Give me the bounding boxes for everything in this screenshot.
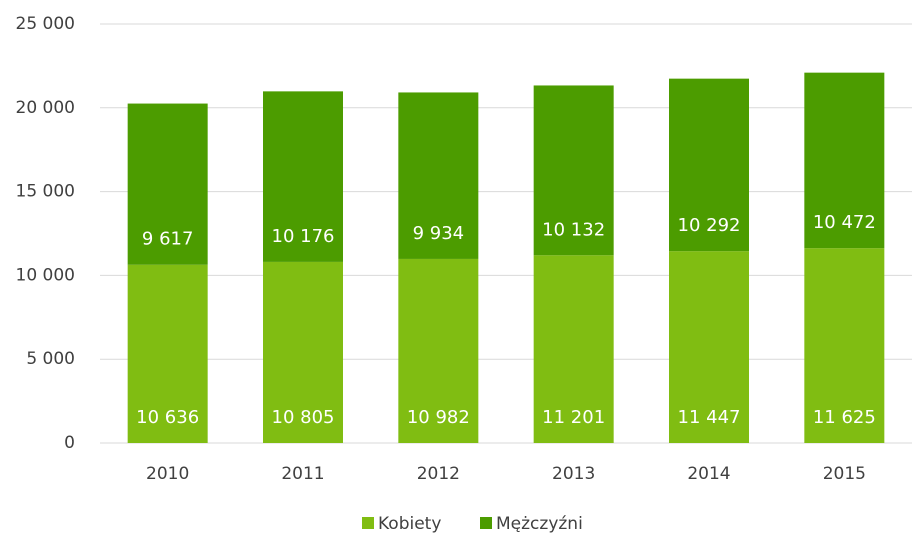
data-label: 10 982: [407, 407, 470, 428]
legend-swatch: [480, 517, 492, 529]
y-tick-label: 5 000: [26, 349, 75, 369]
bar-segment: [533, 85, 614, 256]
x-tick-label: 2013: [552, 464, 595, 484]
data-label: 11 201: [542, 407, 605, 428]
data-label: 10 805: [272, 407, 335, 428]
y-tick-label: 25 000: [16, 14, 75, 34]
legend-swatch: [362, 517, 374, 529]
data-label: 10 176: [272, 226, 335, 247]
legend-label: Mężczyźni: [496, 514, 583, 534]
data-label: 10 292: [678, 215, 741, 236]
y-tick-label: 15 000: [16, 182, 75, 202]
y-tick-label: 0: [64, 433, 75, 453]
legend-label: Kobiety: [378, 514, 441, 534]
bar-segment: [263, 261, 343, 443]
bar-segment: [804, 248, 885, 443]
bar-segment: [669, 251, 749, 443]
bar-segment: [804, 72, 885, 249]
data-label: 9 617: [142, 229, 194, 250]
x-tick-label: 2011: [281, 464, 324, 484]
bar-segment: [669, 78, 749, 252]
x-tick-label: 2012: [417, 464, 460, 484]
x-tick-label: 2015: [823, 464, 866, 484]
bar-segment: [533, 255, 614, 443]
data-label: 11 447: [678, 407, 741, 428]
data-label: 11 625: [813, 407, 876, 428]
data-label: 10 472: [813, 212, 876, 233]
bar-segment: [263, 91, 343, 262]
bar-segment: [127, 264, 208, 443]
data-label: 10 132: [542, 219, 605, 240]
bar-segment: [127, 103, 208, 265]
bar-segment: [398, 92, 479, 259]
data-label: 10 636: [136, 407, 199, 428]
x-tick-label: 2010: [146, 464, 189, 484]
y-tick-label: 10 000: [16, 265, 75, 285]
y-tick-label: 20 000: [16, 98, 75, 118]
data-label: 9 934: [413, 223, 465, 244]
bar-segment: [398, 258, 479, 443]
x-tick-label: 2014: [687, 464, 730, 484]
